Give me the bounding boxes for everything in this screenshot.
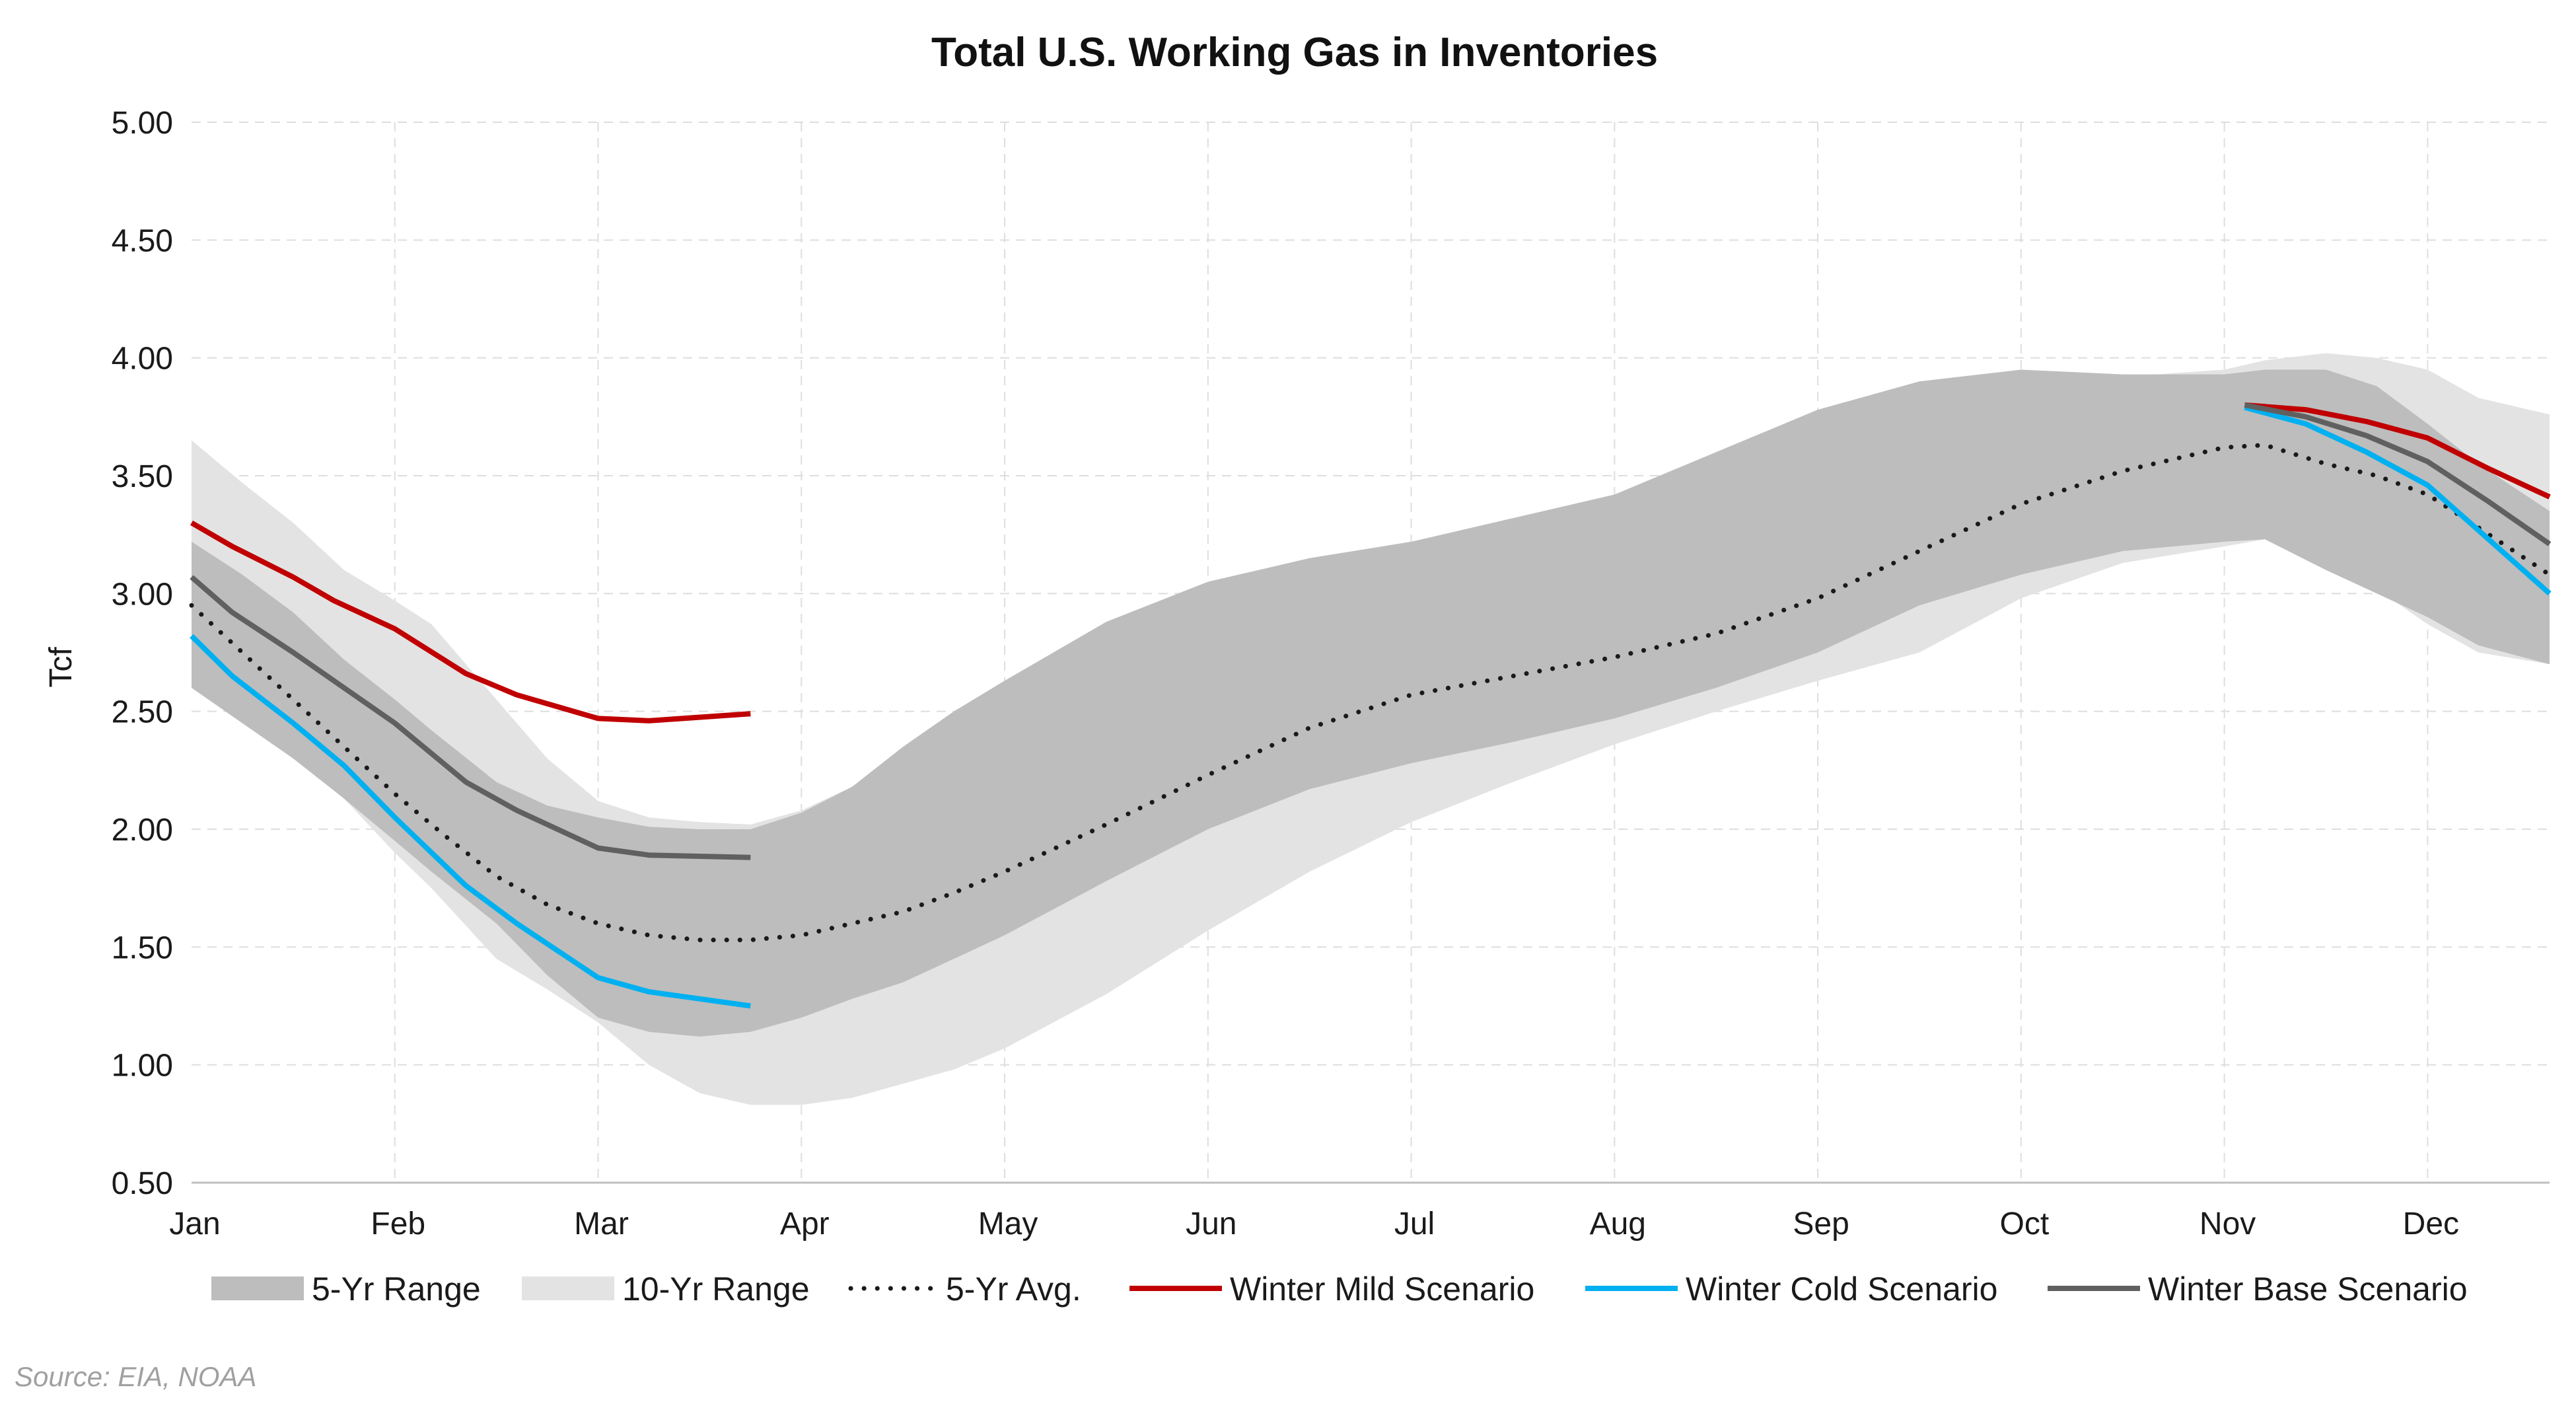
x-tick-label: Jul — [1394, 1206, 1435, 1241]
x-tick-label: Jun — [1186, 1206, 1236, 1241]
y-tick-label: 4.00 — [112, 342, 173, 377]
chart-title: Total U.S. Working Gas in Inventories — [931, 30, 1658, 75]
x-tick-label: Feb — [371, 1206, 425, 1241]
legend-label: 10-Yr Range — [622, 1271, 810, 1308]
x-tick-label: May — [978, 1206, 1038, 1241]
x-tick-label: Sep — [1793, 1206, 1849, 1241]
x-tick-label: Aug — [1590, 1206, 1646, 1241]
y-axis-label: Tcf — [44, 647, 79, 688]
series-line-mild — [190, 520, 751, 723]
legend-item: Winter Mild Scenario — [1129, 1271, 1534, 1308]
legend-label: Winter Cold Scenario — [1686, 1271, 1997, 1308]
series-lines — [189, 402, 2552, 1009]
x-tick-label: Nov — [2200, 1206, 2256, 1241]
legend-item: 5-Yr Range — [211, 1271, 481, 1308]
legend-swatch-range10 — [522, 1276, 614, 1300]
y-tick-label: 2.50 — [112, 695, 173, 730]
y-tick-label: 2.00 — [112, 813, 173, 848]
x-tick-label: Oct — [1999, 1206, 2049, 1241]
legend-item: Winter Base Scenario — [2048, 1271, 2468, 1308]
series-line-mild — [2244, 402, 2551, 500]
legend-label: 5-Yr Range — [312, 1271, 481, 1308]
legend-label: Winter Mild Scenario — [1230, 1271, 1534, 1308]
y-tick-label: 0.50 — [112, 1166, 173, 1201]
legend-item: 5-Yr Avg. — [848, 1271, 1081, 1308]
series-line-base — [190, 575, 751, 860]
y-tick-label: 3.50 — [112, 459, 173, 494]
series-line-cold — [190, 634, 751, 1009]
y-tick-label: 5.00 — [112, 106, 173, 141]
y-tick-label: 1.00 — [112, 1049, 173, 1084]
axes: 5.00 4.50 4.00 3.50 3.00 2.50 2.00 1.50 1.00 0.50… — [112, 106, 2550, 1241]
y-tick-label: 3.00 — [112, 577, 173, 612]
line-5yr-avg — [189, 443, 2552, 943]
legend-label: 5-Yr Avg. — [946, 1271, 1081, 1308]
source-note: Source: EIA, NOAA — [15, 1361, 256, 1392]
series-line-cold — [2244, 404, 2552, 596]
legend-label: Winter Base Scenario — [2148, 1271, 2468, 1308]
x-tick-label: Mar — [574, 1206, 629, 1241]
range-areas — [192, 353, 2550, 1105]
y-tick-label: 1.50 — [112, 930, 173, 965]
x-tick-label: Apr — [780, 1206, 830, 1241]
x-tick-label: Jan — [169, 1206, 220, 1241]
legend-item: Winter Cold Scenario — [1585, 1271, 1997, 1308]
legend: 5-Yr Range 10-Yr Range 5-Yr Avg. Winter Mil… — [211, 1271, 2468, 1308]
legend-item: 10-Yr Range — [522, 1271, 810, 1308]
x-tick-label: Dec — [2403, 1206, 2459, 1241]
legend-swatch-range5 — [211, 1276, 304, 1300]
area-5yr-range — [192, 369, 2550, 1037]
series-line-base — [2244, 402, 2552, 546]
y-tick-label: 4.50 — [112, 223, 173, 258]
